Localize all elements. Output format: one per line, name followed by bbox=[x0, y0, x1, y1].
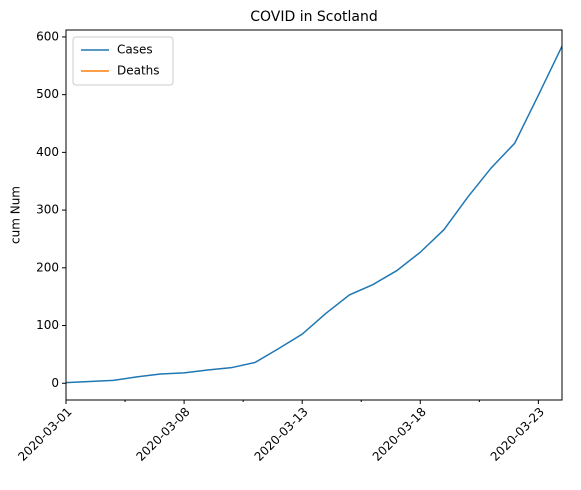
y-tick-label: 600 bbox=[36, 29, 59, 43]
legend-label: Cases bbox=[117, 43, 153, 57]
legend-box bbox=[72, 36, 174, 86]
x-tick-label: 2020-03-13 bbox=[252, 405, 311, 464]
x-tick-label: 2020-03-18 bbox=[370, 405, 429, 464]
y-tick-label: 400 bbox=[36, 145, 59, 159]
chart-title: COVID in Scotland bbox=[250, 9, 378, 25]
y-axis-label: cum Num bbox=[9, 186, 23, 244]
plot-frame bbox=[65, 29, 563, 401]
legend-label: Deaths bbox=[117, 64, 160, 78]
y-tick-label: 200 bbox=[36, 260, 59, 274]
y-tick-label: 300 bbox=[36, 203, 59, 217]
line bbox=[66, 45, 562, 384]
x-tick-label: 2020-03-08 bbox=[133, 405, 192, 464]
y-tick-label: 100 bbox=[36, 318, 59, 332]
x-tick-label: 2020-03-23 bbox=[488, 405, 547, 464]
y-tick-label: 0 bbox=[51, 376, 59, 390]
x-tick-label: 2020-03-01 bbox=[15, 405, 74, 464]
y-tick-label: 500 bbox=[36, 87, 59, 101]
